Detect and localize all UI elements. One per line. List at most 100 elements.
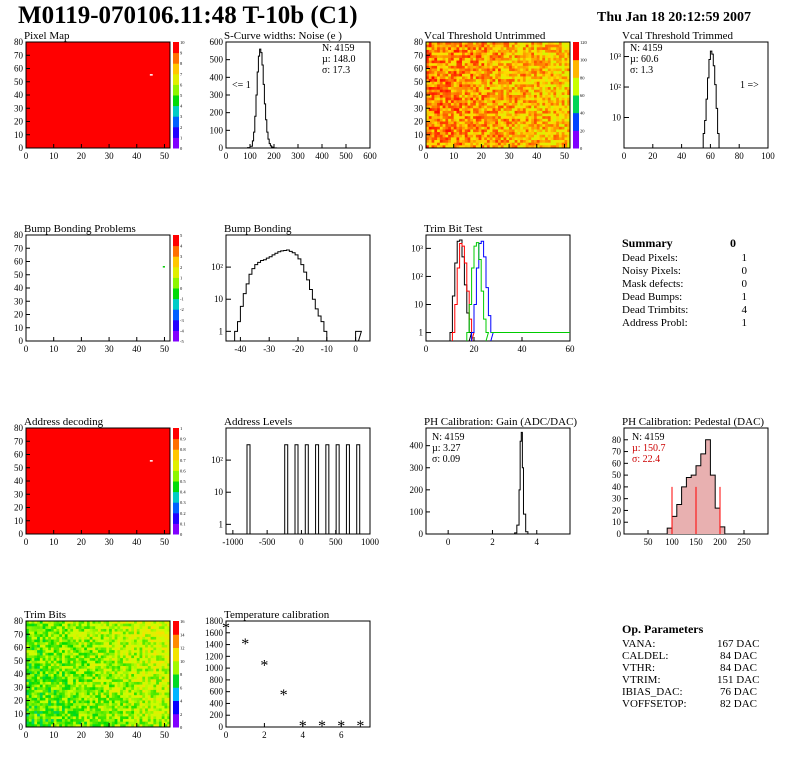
vcal_untrimmed-ytick-label: 40 [414, 90, 424, 100]
vcal_untrimmed-ytick-label: 30 [414, 103, 424, 113]
trim_bits-colorbar-segment [173, 660, 179, 675]
trim_bits-xtick-label: 10 [49, 730, 59, 740]
address_decoding-colorbar-segment [173, 512, 179, 524]
address_decoding-xtick-label: 40 [132, 537, 142, 547]
address_levels-peak [284, 444, 289, 534]
pixel_map-colorbar-segment [173, 63, 179, 75]
ph-gain-title: PH Calibration: Gain (ADC/DAC) [424, 416, 578, 428]
temperature-ytick-label: 800 [210, 675, 224, 685]
trim_bit_test-xtick-label: 60 [566, 344, 576, 354]
bump_problems-xtick-label: 10 [49, 344, 59, 354]
bump_problems-xtick-label: 30 [105, 344, 115, 354]
scurve-ytick-label: 100 [210, 125, 224, 135]
address_decoding-ytick-label: 0 [19, 529, 24, 539]
address-levels-title: Address Levels [224, 416, 293, 428]
bump_problems-colorbar-segment [173, 309, 179, 321]
op-param-label: VOFFSETOP: [622, 698, 687, 710]
address_levels-xtick-label: -500 [259, 537, 276, 547]
trim_bits-xtick-label: 30 [105, 730, 115, 740]
trim_bits-colorbar-label: 6 [180, 685, 183, 690]
bump_bonding-xtick-label: -40 [234, 344, 246, 354]
bump_bonding-ytick-label: 10 [214, 294, 224, 304]
scurve-ytick-label: 200 [210, 108, 224, 118]
temperature-xtick-label: 0 [224, 730, 229, 740]
pixel_map-ytick-label: 40 [14, 90, 24, 100]
temperature-ytick-label: 1000 [205, 663, 224, 673]
bump_problems-xtick-label: 20 [77, 344, 87, 354]
bump_problems-colorbar-segment [173, 288, 179, 300]
vcal_trimmed-xtick-label: 100 [761, 151, 775, 161]
vcal_trimmed-xtick-label: 80 [735, 151, 745, 161]
ph_gain-ytick-label: 300 [410, 463, 424, 473]
ph-gain-stats: N: 4159 µ: 3.27 σ: 0.09 [432, 432, 465, 465]
bump_problems-colorbar-label: -2 [180, 307, 184, 312]
temperature-point: * [222, 620, 230, 637]
address_decoding-ytick-label: 60 [14, 450, 24, 460]
vcal-trimmed-sigma: σ: 1.3 [630, 65, 654, 76]
pixel_map-xtick-label: 40 [132, 151, 142, 161]
vcal_untrimmed-ytick-label: 60 [414, 64, 424, 74]
address_decoding-colorbar-segment [173, 449, 179, 461]
trim_bits-ytick-label: 30 [14, 682, 24, 692]
op-param-value: 82 DAC [720, 698, 757, 710]
address_decoding-colorbar-segment [173, 502, 179, 514]
pixel_map-cells [26, 42, 170, 148]
address_levels-peak [304, 444, 309, 534]
vcal_untrimmed-ytick-label: 80 [414, 37, 424, 47]
vcal-trimmed-title: Vcal Threshold Trimmed [622, 30, 734, 42]
vcal_untrimmed-colorbar-label: 40 [580, 111, 585, 116]
op-param-label: CALDEL: [622, 650, 669, 662]
address_decoding-ytick-label: 80 [14, 423, 24, 433]
pixel_map-colorbar-segment [173, 137, 179, 149]
bump-bonding-title: Bump Bonding [224, 223, 292, 235]
op-param-label: VANA: [622, 638, 656, 650]
address_decoding-colorbar-label: 0.1 [180, 521, 186, 526]
vcal_untrimmed-colorbar-segment [573, 130, 579, 149]
pixel-map-title: Pixel Map [24, 30, 70, 42]
trim-bits-title: Trim Bits [24, 609, 67, 621]
summary-title: Summary [622, 236, 673, 250]
address_decoding-colorbar-label: 0.4 [180, 490, 186, 495]
bump_problems-colorbar-label: 3 [180, 254, 183, 259]
temperature-point: * [280, 687, 288, 704]
scurve-xtick-label: 500 [339, 151, 353, 161]
temperature-ytick-label: 200 [210, 710, 224, 720]
summary-row-label: Mask defects: [622, 278, 684, 290]
ph_pedestal-ytick-label: 40 [612, 482, 622, 492]
scurve-xtick-label: 100 [243, 151, 257, 161]
temperature-ytick-label: 1600 [205, 628, 224, 638]
bump_problems-ytick-label: 50 [14, 270, 24, 280]
scurve-ytick-label: 400 [210, 72, 224, 82]
trim_bit_test-xtick-label: 40 [518, 344, 528, 354]
trim_bit_test-ytick-label: 10³ [411, 243, 423, 253]
trim_bits-colorbar-label: 4 [180, 699, 183, 704]
summary-row-value: 0 [741, 265, 748, 277]
pixel_map-colorbar-label: 8 [180, 61, 183, 66]
summary-row-label: Noisy Pixels: [622, 265, 681, 277]
vcal_untrimmed-colorbar-label: 60 [580, 93, 585, 98]
temperature-point: * [299, 718, 307, 735]
pixel_map-ytick-label: 10 [14, 130, 24, 140]
pixel_map-colorbar-segment [173, 42, 179, 54]
summary-row-value: 0 [741, 278, 748, 290]
scurve-frame [225, 41, 371, 149]
address_decoding-cells [26, 428, 170, 534]
op-param-value: 167 DAC [717, 638, 760, 650]
trim_bit_test-black-histogram [449, 239, 473, 342]
trim_bits-ytick-label: 0 [19, 722, 24, 732]
pixel_map-ytick-label: 20 [14, 117, 24, 127]
address_decoding-colorbar-segment [173, 428, 179, 440]
address_decoding-colorbar-segment [173, 438, 179, 450]
pixel_map-colorbar-segment [173, 73, 179, 85]
bump_bonding-xtick-label: 0 [353, 344, 358, 354]
address_levels-ytick-label: 10² [211, 455, 223, 465]
vcal_trimmed-ytick-label: 10² [609, 82, 621, 92]
pixel_map-colorbar-segment [173, 105, 179, 117]
address_decoding-colorbar-label: 0.3 [180, 500, 186, 505]
summary-row-value: 4 [741, 304, 748, 316]
trim_bits-colorbar-label: 0 [180, 725, 183, 730]
scurve-xtick-label: 200 [267, 151, 281, 161]
op-param-label: IBIAS_DAC: [622, 686, 683, 698]
pixel_map-colorbar-segment [173, 126, 179, 138]
ph_pedestal-ytick-label: 50 [612, 470, 622, 480]
